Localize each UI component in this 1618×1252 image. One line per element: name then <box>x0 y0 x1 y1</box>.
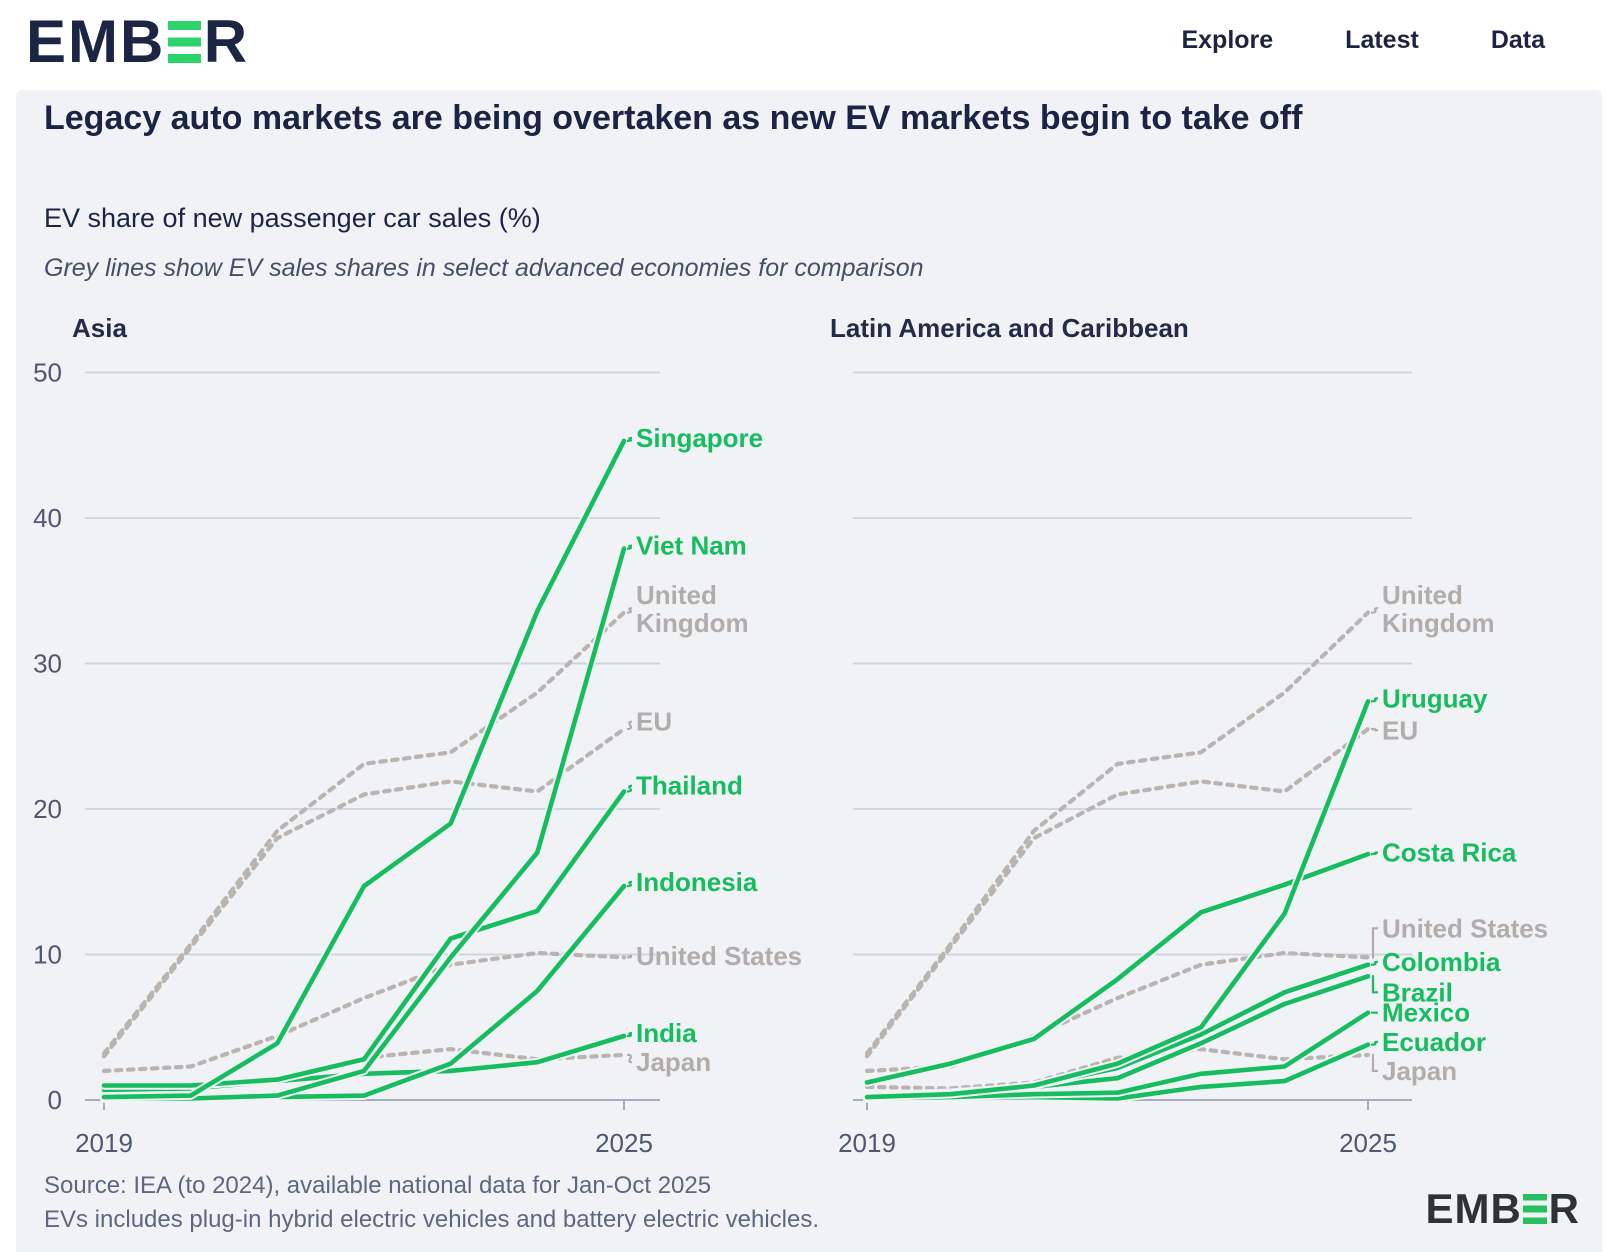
y-axis-label-30: 30 <box>33 649 62 679</box>
series-leader-asia-singapore <box>626 436 633 442</box>
series-leader-latam-brazil <box>1371 975 1378 994</box>
series-line-latam-japan <box>864 1046 1371 1091</box>
series-line-asia-united-kingdom <box>101 610 627 1056</box>
logo-green-e-icon <box>167 20 202 64</box>
x-axis-label-latam-2019: 2019 <box>838 1128 896 1158</box>
main-nav: Explore Latest Data <box>1181 26 1545 55</box>
series-halo-latam-mexico <box>862 1008 1373 1103</box>
series-label-asia-viet-nam: Viet Nam <box>636 531 747 561</box>
footer-logo-text-pre: EMB <box>1425 1185 1522 1232</box>
series-leader-latam-colombia <box>1370 960 1379 966</box>
series-label-asia-united-kingdom-1: Kingdom <box>636 608 749 638</box>
series-line-latam-united-kingdom <box>864 610 1371 1056</box>
footnote-line: EVs includes plug-in hybrid electric veh… <box>44 1206 820 1233</box>
series-leader-latam-eu <box>1370 727 1379 732</box>
series-label-latam-uruguay: Uruguay <box>1382 683 1488 713</box>
series-line-latam-uruguay <box>864 698 1371 1100</box>
y-axis-label-40: 40 <box>33 503 62 533</box>
x-axis-label-latam-2025: 2025 <box>1339 1128 1397 1158</box>
series-leader-asia-united-states <box>626 954 633 959</box>
series-leader-latam-united-states <box>1371 927 1378 959</box>
series-line-latam-united-states <box>864 950 1371 1074</box>
series-label-latam-costa-rica: Costa Rica <box>1382 838 1517 868</box>
series-leader-asia-thailand <box>626 784 633 793</box>
series-label-asia-united-states: United States <box>636 941 802 971</box>
series-label-asia-india: India <box>636 1018 697 1048</box>
series-line-asia-singapore <box>101 438 627 1100</box>
ember-footer-logo: EMB R <box>1425 1188 1580 1230</box>
page-title: Legacy auto markets are being overtaken … <box>44 99 1303 137</box>
series-leader-asia-japan <box>626 1053 633 1064</box>
x-axis-label-asia-2025: 2025 <box>595 1128 653 1158</box>
series-leader-latam-uruguay <box>1370 697 1379 703</box>
series-label-latam-united-states: United States <box>1382 913 1548 943</box>
series-leader-latam-japan <box>1371 1053 1378 1072</box>
nav-item-explore[interactable]: Explore <box>1181 26 1274 54</box>
footer-logo-text-post: R <box>1548 1185 1580 1232</box>
series-label-asia-united-kingdom-0: United <box>636 580 717 610</box>
series-label-latam-colombia: Colombia <box>1382 947 1501 977</box>
series-halo-latam-uruguay <box>862 697 1373 1102</box>
y-axis-label-50: 50 <box>33 358 62 388</box>
source-line: Source: IEA (to 2024), available nationa… <box>44 1172 712 1199</box>
chart-note: Grey lines show EV sales shares in selec… <box>44 254 924 282</box>
series-line-latam-eu <box>864 726 1371 1059</box>
series-label-latam-eu: EU <box>1382 715 1418 745</box>
chart-title-asia: Asia <box>72 313 127 343</box>
top-bar: EMB R Explore Latest Data <box>0 0 1618 90</box>
x-axis-label-asia-2019: 2019 <box>75 1128 133 1158</box>
series-leader-latam-costa-rica <box>1370 851 1379 856</box>
series-label-asia-singapore: Singapore <box>636 423 763 453</box>
series-leader-asia-eu <box>626 720 633 731</box>
chart-subtitle: EV share of new passenger car sales (%) <box>44 203 541 233</box>
series-line-asia-eu <box>101 726 627 1059</box>
series-leader-asia-indonesia <box>626 880 633 888</box>
y-axis-label-0: 0 <box>48 1085 62 1115</box>
series-leader-asia-united-kingdom <box>626 607 633 614</box>
series-label-asia-eu: EU <box>636 707 672 737</box>
y-axis-label-20: 20 <box>33 794 62 824</box>
nav-item-data[interactable]: Data <box>1490 26 1545 54</box>
series-leader-asia-viet-nam <box>626 544 633 550</box>
chart-title-latam: Latin America and Caribbean <box>830 313 1189 343</box>
series-label-latam-mexico: Mexico <box>1382 998 1470 1028</box>
ember-logo[interactable]: EMB R <box>26 12 249 72</box>
series-leader-asia-india <box>626 1032 633 1038</box>
series-line-asia-thailand <box>101 789 627 1088</box>
series-leader-latam-united-kingdom <box>1370 607 1379 614</box>
logo-text-post: R <box>203 8 250 75</box>
series-label-latam-united-kingdom-1: Kingdom <box>1382 608 1495 638</box>
series-leader-latam-ecuador <box>1370 1040 1379 1046</box>
series-line-asia-viet-nam <box>101 546 627 1101</box>
series-label-latam-ecuador: Ecuador <box>1382 1027 1486 1057</box>
series-label-latam-japan: Japan <box>1382 1056 1457 1086</box>
series-label-latam-united-kingdom-0: United <box>1382 580 1463 610</box>
footer-logo-green-e-icon <box>1523 1194 1547 1224</box>
y-axis-label-10: 10 <box>33 940 62 970</box>
logo-text-pre: EMB <box>26 8 166 75</box>
series-label-asia-thailand: Thailand <box>636 771 743 801</box>
series-halo-asia-singapore <box>99 436 629 1102</box>
series-line-asia-united-states <box>101 950 627 1074</box>
series-label-asia-japan: Japan <box>636 1047 711 1077</box>
series-line-latam-costa-rica <box>864 851 1371 1085</box>
series-label-asia-indonesia: Indonesia <box>636 867 758 897</box>
series-line-latam-mexico <box>864 1010 1371 1101</box>
series-label-latam-brazil: Brazil <box>1382 977 1453 1007</box>
nav-item-latest[interactable]: Latest <box>1345 26 1419 54</box>
